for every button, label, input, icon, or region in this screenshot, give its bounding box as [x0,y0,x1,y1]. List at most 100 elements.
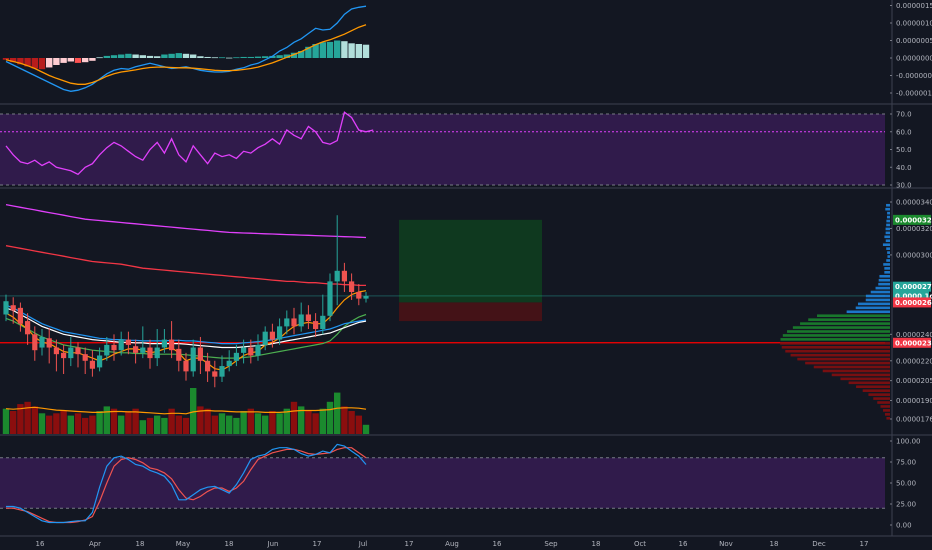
macd-histogram-bar [32,58,38,69]
stoch-tick-label: 100.00 [896,438,921,446]
target-zone [399,220,542,303]
volume-bar [68,416,74,434]
price-tick-label: 0.00001760 [896,416,932,424]
time-axis-label: 16 [679,540,688,548]
volume-profile-bar [793,326,890,329]
macd-histogram-bar [3,58,9,60]
price-candle-body [68,348,73,359]
macd-histogram-bar [276,55,282,58]
volume-profile-bar [887,212,890,215]
price-candle-body [97,355,102,367]
macd-tick-label: -0.00000050 [896,72,932,80]
price-tick-label: 0.00003000 [896,251,932,259]
volume-profile-bar [797,358,890,361]
time-axis-label: Sep [544,540,558,548]
price-candle-body [212,371,217,376]
macd-tick-label: -0.00000100 [896,90,932,98]
volume-profile-bar [840,378,890,381]
price-candle-body [356,292,361,299]
macd-histogram-bar [212,57,218,58]
volume-bar [262,416,268,434]
volume-bar [82,418,88,434]
macd-histogram-bar [183,54,189,58]
rsi-tick-label: 40.0 [896,164,912,172]
time-axis-label: Nov [719,540,733,548]
macd-histogram-bar [147,56,153,58]
volume-bar [320,409,326,434]
volume-profile-bar [887,251,890,254]
macd-histogram-bar [168,54,174,58]
stoch-tick-label: 0.00 [896,522,912,530]
macd-histogram-bar [46,58,52,67]
macd-histogram-bar [161,55,167,59]
price-candle-body [47,338,52,347]
price-tick-label: 0.00002050 [896,377,932,385]
price-candle-body [104,345,109,356]
volume-bar [176,416,182,434]
price-candle-body [183,361,188,372]
volume-profile-bar [886,220,890,223]
price-candle-body [61,353,66,358]
price-tick-label: 0.00003200 [896,225,932,233]
macd-histogram-bar [348,43,354,58]
price-candle-body [263,332,268,345]
volume-profile-bar [823,370,890,373]
volume-bar [53,413,59,434]
price-candle-body [313,321,318,329]
price-candle-body [119,340,124,351]
macd-histogram-bar [82,58,88,62]
price-candle-body [25,321,30,334]
price-candle-body [176,349,181,361]
stoch-tick-label: 75.00 [896,459,916,467]
price-tick-label: 0.00002200 [896,357,932,365]
volume-bar [269,411,275,434]
time-axis-label: 18 [225,540,234,548]
volume-profile-bar [791,354,890,357]
macd-histogram-bar [39,58,45,69]
volume-bar [46,416,52,434]
time-axis-label: 17 [860,540,869,548]
volume-profile-bar [886,259,890,262]
price-candle-body [277,326,282,339]
volume-bar [190,388,196,434]
price-label-text: 0.00002760 [895,283,932,291]
volume-bar [356,416,362,434]
volume-bar [204,409,210,434]
volume-profile-bar [785,350,890,353]
volume-profile-bar [868,393,890,396]
time-axis-label: 18 [592,540,601,548]
volume-profile-bar [877,401,890,404]
time-axis-label: 16 [493,540,502,548]
volume-profile-bar [884,271,890,274]
price-candle-body [169,340,174,351]
volume-bar [89,416,95,434]
time-axis-label: Jun [267,540,279,548]
time-axis-label: Apr [89,540,101,548]
volume-bar [140,420,146,434]
volume-bar [96,411,102,434]
volume-bar [212,416,218,434]
volume-profile-bar [886,247,890,250]
price-candle-body [90,361,95,369]
volume-profile-bar [878,283,890,286]
volume-bar [327,402,333,434]
volume-bar [39,413,45,434]
macd-histogram-bar [327,42,333,58]
price-candle-body [205,361,210,372]
volume-bar [226,416,232,434]
price-candle-body [18,308,23,324]
time-axis-label: Oct [634,540,646,548]
macd-tick-label: 0.00000000 [896,55,932,63]
price-candle-body [155,348,160,359]
macd-histogram-bar [262,56,268,58]
volume-profile-bar [805,362,890,365]
volume-bar [104,406,110,434]
price-candle-body [335,271,340,282]
volume-bar [183,418,189,434]
price-candle-body [349,281,354,292]
volume-profile-bar [782,346,890,349]
volume-profile-bar [883,409,890,412]
price-candle-body [198,348,203,361]
price-candle-body [147,348,152,359]
